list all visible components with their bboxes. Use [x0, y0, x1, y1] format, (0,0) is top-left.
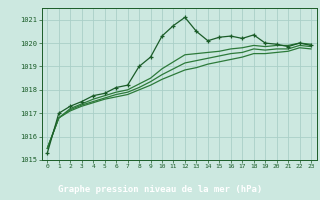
- Text: Graphe pression niveau de la mer (hPa): Graphe pression niveau de la mer (hPa): [58, 185, 262, 194]
